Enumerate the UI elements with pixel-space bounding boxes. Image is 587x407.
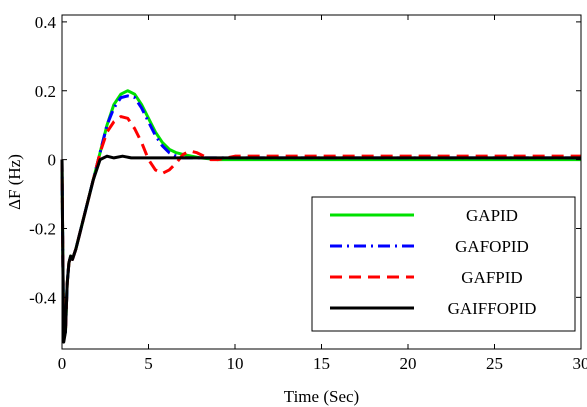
x-tick-label: 25 — [486, 354, 503, 373]
x-tick-label: 20 — [400, 354, 417, 373]
y-tick-label: 0.2 — [35, 82, 56, 101]
y-tick-label: -0.2 — [29, 219, 56, 238]
x-axis-label: Time (Sec) — [284, 387, 359, 406]
legend-label-gafpid: GAFPID — [461, 268, 522, 287]
x-tick-label: 10 — [227, 354, 244, 373]
legend-label-gafopid: GAFOPID — [455, 237, 529, 256]
legend: GAPID GAFOPID GAFPID GAIFFOPID — [311, 196, 576, 332]
x-tick-label: 15 — [313, 354, 330, 373]
axis-tick-labels: 0 5 10 15 20 25 30 0.4 0.2 0 -0.2 -0.4 — [29, 13, 587, 373]
y-axis-label: ΔF (Hz) — [5, 154, 24, 210]
x-tick-label: 0 — [58, 354, 67, 373]
legend-label-gapid: GAPID — [466, 206, 518, 225]
y-tick-label: -0.4 — [29, 288, 56, 307]
series-line-gaiffopid — [60, 154, 581, 344]
y-tick-label: 0 — [48, 151, 57, 170]
legend-label-gaiffopid: GAIFFOPID — [448, 299, 537, 318]
series-lines — [60, 89, 581, 344]
x-tick-label: 30 — [573, 354, 587, 373]
axis-ticks — [61, 15, 582, 349]
x-tick-label: 5 — [144, 354, 153, 373]
y-tick-label: 0.4 — [35, 13, 57, 32]
